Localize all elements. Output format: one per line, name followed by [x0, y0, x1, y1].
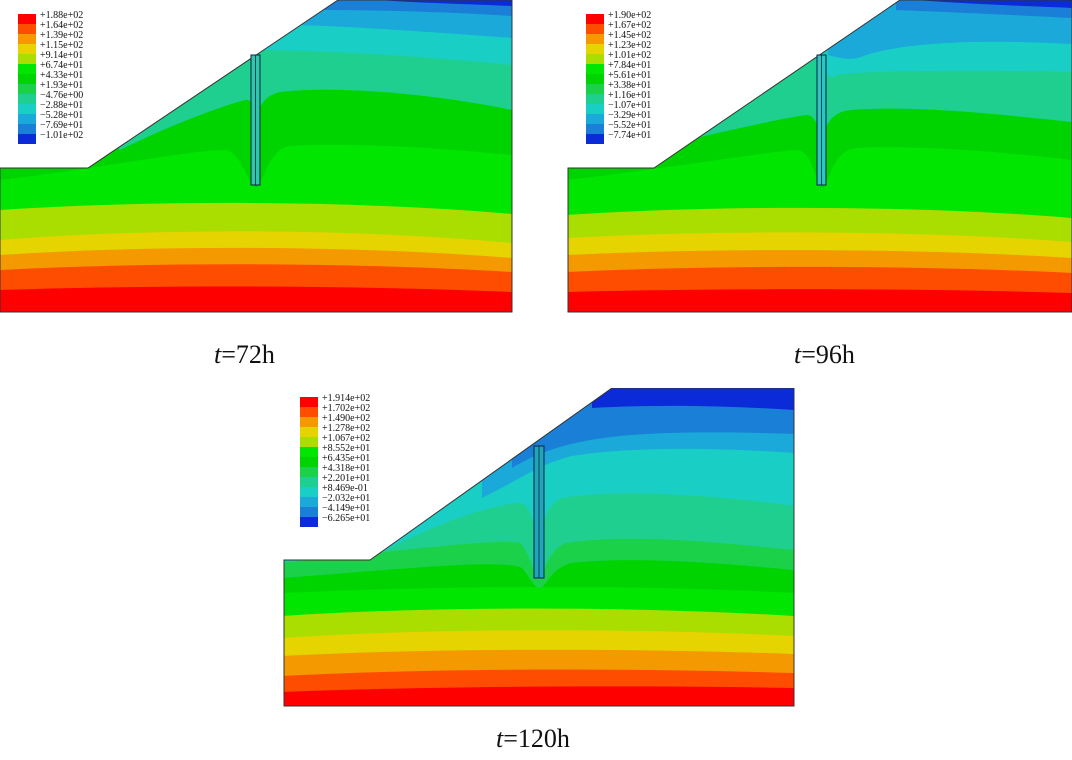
legend-label: +1.23e+02 — [608, 40, 651, 51]
caption-variable: t — [794, 340, 802, 369]
caption-72h: t=72h — [214, 340, 275, 370]
legend-label: +6.74e+01 — [40, 60, 83, 71]
legend-label: +8.552e+01 — [322, 443, 370, 454]
legend-label: +9.14e+01 — [40, 50, 83, 61]
legend-96h: +1.90e+02 +1.67e+02 +1.45e+02 +1.23e+02 … — [586, 10, 651, 144]
legend-label: +1.01e+02 — [608, 50, 651, 61]
caption-value: =96h — [801, 340, 855, 369]
legend-label: −6.265e+01 — [322, 513, 370, 524]
legend-label: +8.469e-01 — [322, 483, 368, 494]
legend-72h: +1.88e+02 +1.64e+02 +1.39e+02 +1.15e+02 … — [18, 10, 83, 144]
slope-outline-120h — [283, 388, 795, 707]
contour-plot-120h: +1.914e+02 +1.702e+02 +1.490e+02 +1.278e… — [283, 388, 795, 707]
legend-label: −7.69e+01 — [40, 120, 83, 131]
slope-outline-96h — [567, 0, 1072, 313]
legend-label: +1.90e+02 — [608, 10, 651, 21]
legend-label: +4.318e+01 — [322, 463, 370, 474]
legend-label: −5.28e+01 — [40, 110, 83, 121]
legend-label: −3.29e+01 — [608, 110, 651, 121]
caption-value: =120h — [503, 724, 570, 753]
caption-96h: t=96h — [794, 340, 855, 370]
caption-variable: t — [214, 340, 222, 369]
legend-label: +1.88e+02 — [40, 10, 83, 21]
legend-label: −7.74e+01 — [608, 130, 651, 141]
legend-label: −4.76e+00 — [40, 90, 83, 101]
legend-label: +7.84e+01 — [608, 60, 651, 71]
legend-label: +1.45e+02 — [608, 30, 651, 41]
legend-label: +2.201e+01 — [322, 473, 370, 484]
legend-label: −5.52e+01 — [608, 120, 651, 131]
legend-label: +1.914e+02 — [322, 393, 370, 404]
contour-panel-72h: +1.88e+02 +1.64e+02 +1.39e+02 +1.15e+02 … — [0, 0, 515, 316]
slope-outline-72h — [0, 0, 513, 313]
legend-label: −4.149e+01 — [322, 503, 370, 514]
contour-panel-96h: +1.90e+02 +1.67e+02 +1.45e+02 +1.23e+02 … — [566, 0, 1072, 316]
legend-label: +5.61e+01 — [608, 70, 651, 81]
legend-label: −2.032e+01 — [322, 493, 370, 504]
contour-panel-120h: +1.914e+02 +1.702e+02 +1.490e+02 +1.278e… — [282, 388, 796, 708]
legend-label: +1.067e+02 — [322, 433, 370, 444]
legend-120h: +1.914e+02 +1.702e+02 +1.490e+02 +1.278e… — [300, 393, 370, 527]
legend-label: +3.38e+01 — [608, 80, 651, 91]
legend-label: −2.88e+01 — [40, 100, 83, 111]
caption-value: =72h — [221, 340, 275, 369]
legend-label: +1.490e+02 — [322, 413, 370, 424]
contour-plot-96h: +1.90e+02 +1.67e+02 +1.45e+02 +1.23e+02 … — [567, 0, 1072, 313]
legend-label: +4.33e+01 — [40, 70, 83, 81]
legend-label: −1.07e+01 — [608, 100, 651, 111]
legend-label: +1.702e+02 — [322, 403, 370, 414]
caption-120h: t=120h — [496, 724, 570, 754]
legend-label: +1.93e+01 — [40, 80, 83, 91]
caption-variable: t — [496, 724, 504, 753]
legend-label: +1.64e+02 — [40, 20, 83, 31]
contour-plot-72h: +1.88e+02 +1.64e+02 +1.39e+02 +1.15e+02 … — [0, 0, 513, 313]
legend-label: +1.39e+02 — [40, 30, 83, 41]
legend-label: +1.278e+02 — [322, 423, 370, 434]
legend-label: +1.15e+02 — [40, 40, 83, 51]
legend-label: +1.16e+01 — [608, 90, 651, 101]
legend-label: +6.435e+01 — [322, 453, 370, 464]
legend-label: +1.67e+02 — [608, 20, 651, 31]
legend-label: −1.01e+02 — [40, 130, 83, 141]
